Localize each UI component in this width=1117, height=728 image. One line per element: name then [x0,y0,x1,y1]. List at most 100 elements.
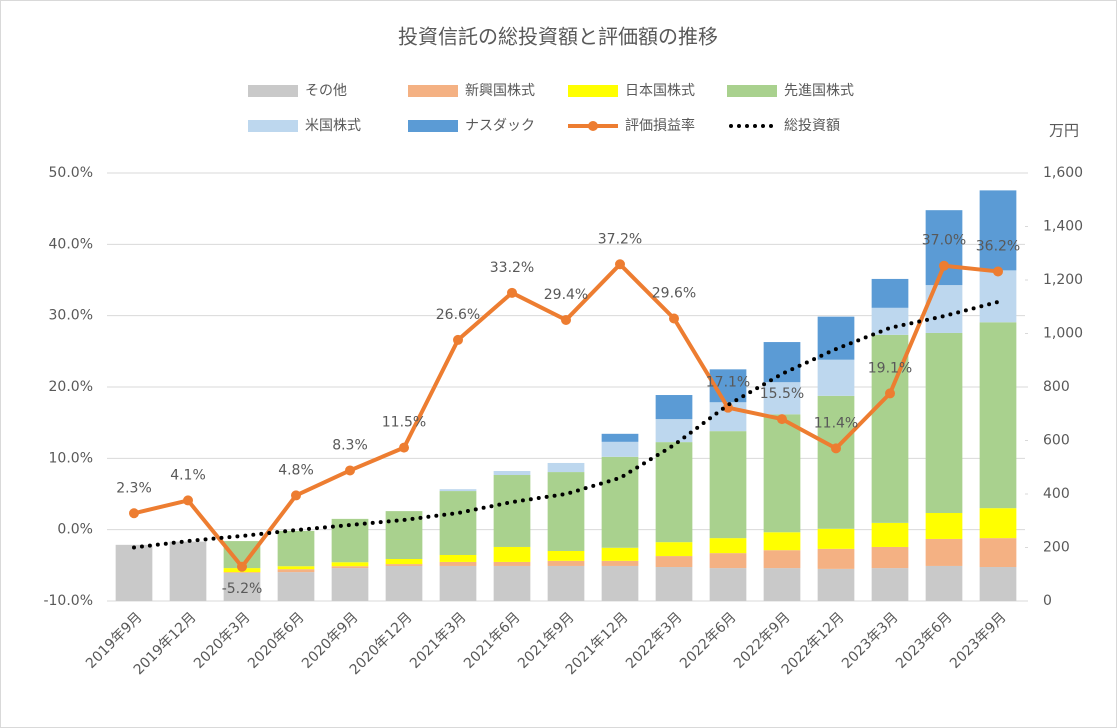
bar-segment [709,553,747,569]
line-marker [993,266,1003,277]
y-tick-label: 50.0% [49,165,93,181]
bar-segment [601,441,639,457]
y2-tick-label: 1,200 [1043,272,1083,288]
data-label: 15.5% [760,386,804,402]
bar-segment [709,538,747,554]
bar-segment [655,419,693,443]
bar-segment [223,572,261,573]
y2-tick-label: 1,400 [1043,219,1083,235]
bar-segment [277,566,315,570]
bar-segment [763,414,801,533]
data-label: 4.8% [278,462,314,478]
y2-tick-label: 600 [1043,433,1070,449]
bar-segment [763,550,801,569]
bar-segment [817,548,855,569]
legend-swatch [248,120,298,132]
legend-label: 新興国株式 [465,83,535,99]
bar-segment [763,568,801,601]
line-marker [453,334,463,345]
data-label: 26.6% [436,307,480,323]
bar-segment [115,544,153,601]
data-label: 4.1% [170,467,206,483]
bar-segment [385,559,423,565]
legend-label: 先進国株式 [784,83,854,99]
y2-tick-label: 800 [1043,379,1070,395]
legend-label: 米国株式 [305,118,361,134]
legend-swatch [568,85,618,97]
line [132,299,1000,550]
bar-segment [277,569,315,573]
bar-segment [871,546,909,569]
y-tick-label: 40.0% [49,236,93,252]
bar-segment [385,564,423,566]
bar-segment [871,522,909,547]
bar-segment [601,456,639,548]
bar-segment [655,556,693,568]
bar-segment [493,561,531,566]
bar-segment [817,359,855,396]
legend-swatch [727,85,777,97]
bar-segment [655,442,693,543]
bar-segment [493,470,531,476]
bar-segment [763,342,801,383]
bar-segment [493,565,531,601]
bar-segment [655,395,693,420]
y2-tick-label: 400 [1043,486,1070,502]
bar-segment [169,541,207,601]
line-marker [777,414,787,425]
bar-segment [547,565,585,601]
bar-segment [925,210,963,286]
bar-segment [709,568,747,601]
data-label: 33.2% [490,260,534,276]
bar-segment [439,565,477,601]
bar-segment [223,572,261,601]
y-tick-label: 20.0% [49,379,93,395]
data-label: 17.1% [706,375,750,391]
bar-segment [385,565,423,601]
line-marker [345,465,355,476]
bar-segment [601,547,639,561]
y2-tick-label: 1,000 [1043,326,1083,342]
line-marker [561,314,571,325]
bar-segment [763,532,801,551]
bar-segment [925,538,963,566]
data-label: 11.5% [382,415,426,431]
bar-segment [817,316,855,360]
data-label: 8.3% [332,437,368,453]
bar-segment [331,566,369,569]
bar-segment [979,190,1017,271]
bar-segment [979,270,1017,323]
line-marker [615,259,625,270]
bar-segment [871,278,909,308]
legend-label: 総投資額 [784,118,840,134]
bar-segment [439,489,477,492]
y-tick-label: 10.0% [49,450,93,466]
bar-segment [439,554,477,562]
bar-segment [331,562,369,567]
bar-segment [925,512,963,539]
y-tick-label: 30.0% [49,308,93,324]
bar-segment [277,530,315,567]
line-marker [291,490,301,501]
legend-label: 評価損益率 [625,117,695,134]
bar-segment [439,491,477,555]
y2-axis-unit: 万円 [1049,122,1079,140]
y2-tick-label: 1,600 [1043,165,1083,181]
bar-segment [763,382,801,415]
data-label: 2.3% [116,480,152,496]
bar-segment [925,332,963,513]
data-label: 29.4% [544,287,588,303]
data-label: 29.6% [652,286,696,302]
bar-segment [277,572,315,601]
bar-segment [979,322,1017,509]
data-label: 37.2% [598,231,642,247]
line-marker [831,443,841,454]
legend-label: 日本国株式 [625,83,695,99]
line-marker [399,442,409,453]
legend-swatch [408,85,458,97]
bar-segment [547,550,585,561]
bar-segment [547,462,585,473]
data-label: 11.4% [814,415,858,431]
line-marker [237,561,247,572]
